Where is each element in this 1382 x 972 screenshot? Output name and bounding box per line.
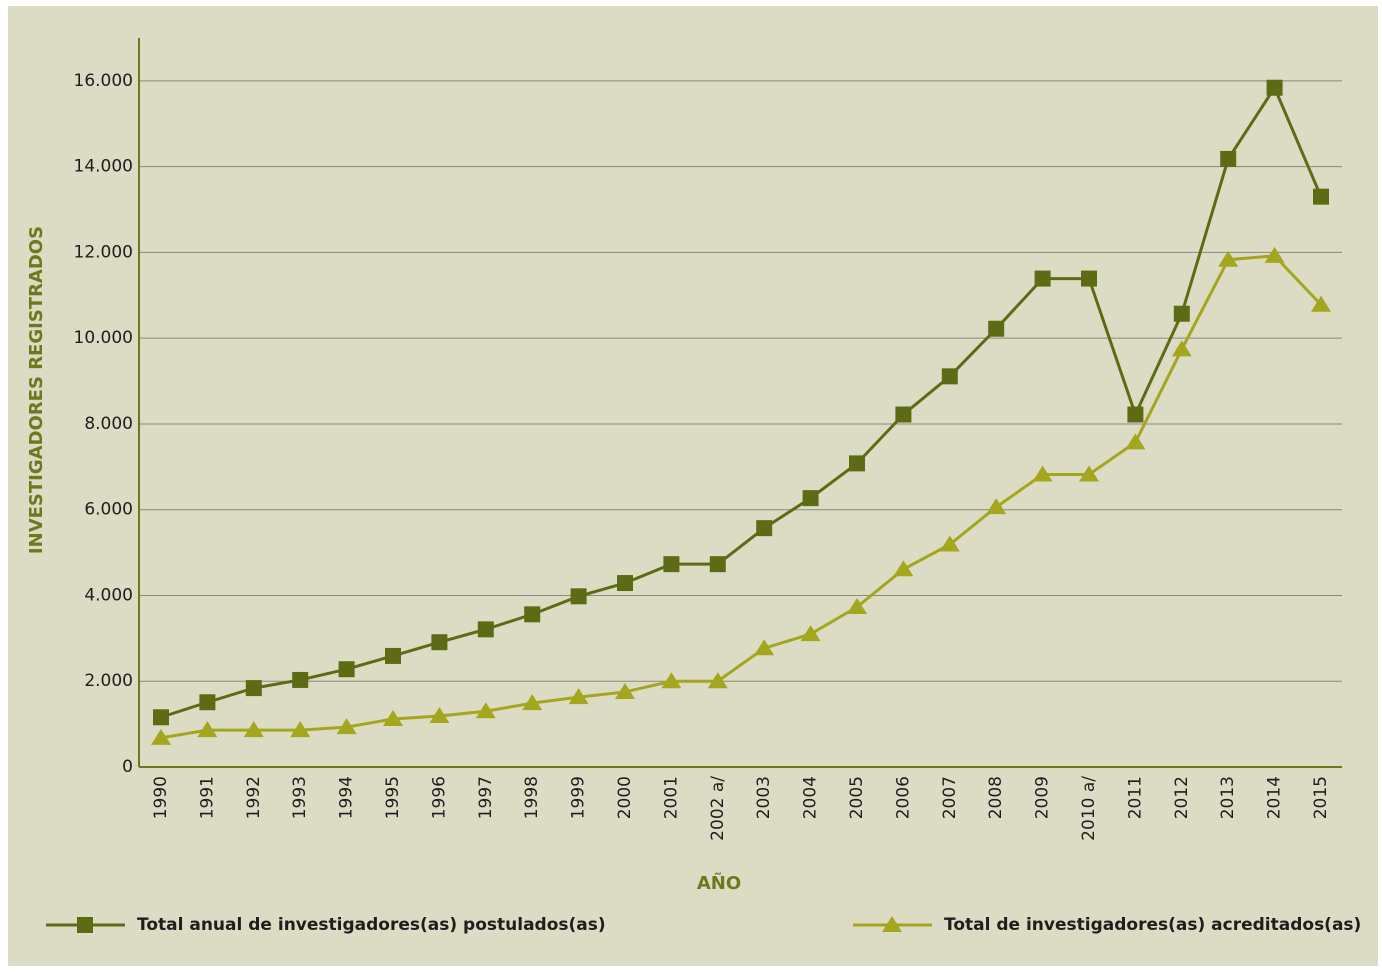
legend-label: Total anual de investigadores(as) postul…: [137, 915, 606, 935]
x-tick-label: 1997: [476, 776, 496, 819]
marker: [847, 598, 867, 615]
y-tick-label: 6.000: [84, 500, 133, 520]
y-tick-label: 4.000: [84, 585, 133, 605]
marker: [709, 556, 726, 573]
y-axis-title: INVESTIGADORES REGISTRADOS: [26, 226, 47, 554]
marker: [197, 721, 218, 738]
marker: [939, 535, 960, 552]
marker: [524, 606, 541, 623]
marker: [568, 688, 589, 705]
x-tick-label: 2007: [940, 776, 960, 819]
marker: [151, 728, 171, 745]
x-tick-label: 1991: [197, 776, 217, 819]
marker: [1032, 465, 1053, 482]
marker: [245, 680, 262, 697]
marker: [475, 702, 496, 719]
x-tick-label: 2001: [661, 776, 681, 819]
x-tick-label: 2009: [1033, 776, 1053, 819]
legend-marker: [882, 916, 902, 932]
x-tick-label: 1993: [290, 776, 310, 819]
marker: [199, 694, 216, 711]
marker: [754, 639, 775, 656]
marker: [800, 625, 821, 642]
marker: [615, 682, 635, 699]
marker: [429, 706, 450, 723]
x-tick-label: 2015: [1311, 776, 1331, 819]
marker: [1127, 406, 1144, 423]
marker: [617, 575, 633, 592]
marker: [1125, 433, 1146, 450]
x-tick-label: 2000: [615, 776, 635, 819]
x-tick-label: 2014: [1265, 776, 1285, 819]
marker: [802, 490, 819, 507]
x-tick-label: 2011: [1125, 776, 1145, 819]
y-tick-label: 0: [122, 757, 133, 777]
marker: [893, 560, 914, 577]
marker: [243, 721, 264, 738]
marker: [1266, 79, 1283, 96]
marker: [1081, 270, 1097, 287]
marker: [986, 498, 1007, 515]
marker: [431, 634, 448, 651]
marker: [336, 718, 357, 735]
y-tick-label: 8.000: [84, 414, 133, 434]
marker: [477, 621, 494, 638]
y-tick-label: 10.000: [74, 328, 133, 348]
x-tick-label: 2013: [1218, 776, 1238, 819]
marker: [1173, 305, 1190, 322]
x-tick-label: 2003: [754, 776, 774, 819]
x-tick-label: 1996: [429, 776, 449, 819]
legend-label: Total de investigadores(as) acreditados(…: [944, 915, 1361, 935]
x-tick-label: 1998: [522, 776, 542, 819]
x-tick-label: 2010 a/: [1079, 776, 1099, 841]
marker: [338, 661, 355, 678]
y-tick-label: 16.000: [74, 71, 133, 91]
marker: [290, 721, 311, 738]
x-tick-label: 1995: [383, 776, 403, 819]
x-tick-label: 2006: [893, 776, 913, 819]
marker: [1034, 270, 1051, 287]
y-tick-label: 14.000: [74, 157, 133, 177]
x-tick-label: 1992: [244, 776, 264, 819]
x-tick-label: 2002 a/: [708, 776, 728, 841]
marker: [661, 672, 682, 689]
y-tick-label: 2.000: [84, 671, 133, 691]
marker: [707, 672, 728, 689]
marker: [1264, 246, 1285, 263]
marker: [941, 368, 958, 385]
marker: [988, 320, 1005, 337]
y-tick-label: 12.000: [74, 242, 133, 262]
x-tick-label: 1999: [569, 776, 589, 819]
marker: [1079, 465, 1099, 482]
marker: [849, 455, 865, 472]
marker: [570, 588, 587, 605]
marker: [153, 709, 169, 726]
marker: [383, 709, 403, 726]
legend-marker: [77, 917, 93, 933]
marker: [1311, 295, 1331, 312]
marker: [756, 520, 773, 537]
marker: [1218, 250, 1239, 267]
x-tick-label: 2008: [986, 776, 1006, 819]
marker: [385, 647, 401, 664]
x-tick-label: 2012: [1172, 776, 1192, 819]
chart-background: [8, 6, 1378, 966]
marker: [1220, 150, 1237, 167]
marker: [1313, 188, 1329, 205]
x-axis-title: AÑO: [697, 871, 741, 894]
marker: [522, 694, 543, 711]
marker: [895, 406, 912, 423]
marker: [1171, 340, 1192, 357]
x-tick-label: 1990: [151, 776, 171, 819]
x-tick-label: 2005: [847, 776, 867, 819]
x-tick-label: 1994: [337, 776, 357, 819]
marker: [663, 556, 680, 573]
marker: [292, 671, 309, 688]
x-tick-label: 2004: [801, 776, 821, 819]
